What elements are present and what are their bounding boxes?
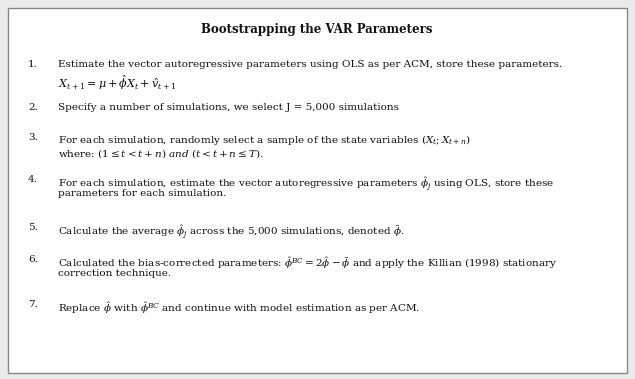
Text: Estimate the vector autoregressive parameters using OLS as per ACM, store these : Estimate the vector autoregressive param… bbox=[58, 60, 562, 69]
Text: Specify a number of simulations, we select J = 5,000 simulations: Specify a number of simulations, we sele… bbox=[58, 103, 399, 112]
FancyBboxPatch shape bbox=[8, 8, 627, 373]
Text: 2.: 2. bbox=[28, 103, 38, 112]
Text: 1.: 1. bbox=[28, 60, 38, 69]
Text: 5.: 5. bbox=[28, 223, 38, 232]
Text: Calculate the average $\hat{\phi}_j$ across the 5,000 simulations, denoted $\bar: Calculate the average $\hat{\phi}_j$ acr… bbox=[58, 223, 404, 241]
Text: 4.: 4. bbox=[28, 175, 38, 184]
Text: 3.: 3. bbox=[28, 133, 38, 142]
Text: parameters for each simulation.: parameters for each simulation. bbox=[58, 189, 226, 198]
Text: For each simulation, estimate the vector autoregressive parameters $\hat{\phi}_j: For each simulation, estimate the vector… bbox=[58, 175, 554, 193]
Text: correction technique.: correction technique. bbox=[58, 269, 171, 278]
Text: Calculated the bias-corrected parameters: $\hat{\phi}^{BC} = 2\hat{\phi} - \bar{: Calculated the bias-corrected parameters… bbox=[58, 255, 557, 271]
Text: 7.: 7. bbox=[28, 300, 38, 309]
Text: Replace $\hat{\phi}$ with $\hat{\phi}^{BC}$ and continue with model estimation a: Replace $\hat{\phi}$ with $\hat{\phi}^{B… bbox=[58, 300, 420, 316]
Text: $X_{t+1} = \mu + \hat{\phi}X_t + \hat{v}_{t+1}$: $X_{t+1} = \mu + \hat{\phi}X_t + \hat{v}… bbox=[58, 74, 176, 92]
Text: Bootstrapping the VAR Parameters: Bootstrapping the VAR Parameters bbox=[201, 23, 432, 36]
Text: where: $(1 \leq t < t+n)$ $\mathit{and}$ $(t < t+n \leq T)$.: where: $(1 \leq t < t+n)$ $\mathit{and}$… bbox=[58, 147, 264, 160]
Text: For each simulation, randomly select a sample of the state variables $(X_t; X_{t: For each simulation, randomly select a s… bbox=[58, 133, 471, 147]
Text: 6.: 6. bbox=[28, 255, 38, 264]
